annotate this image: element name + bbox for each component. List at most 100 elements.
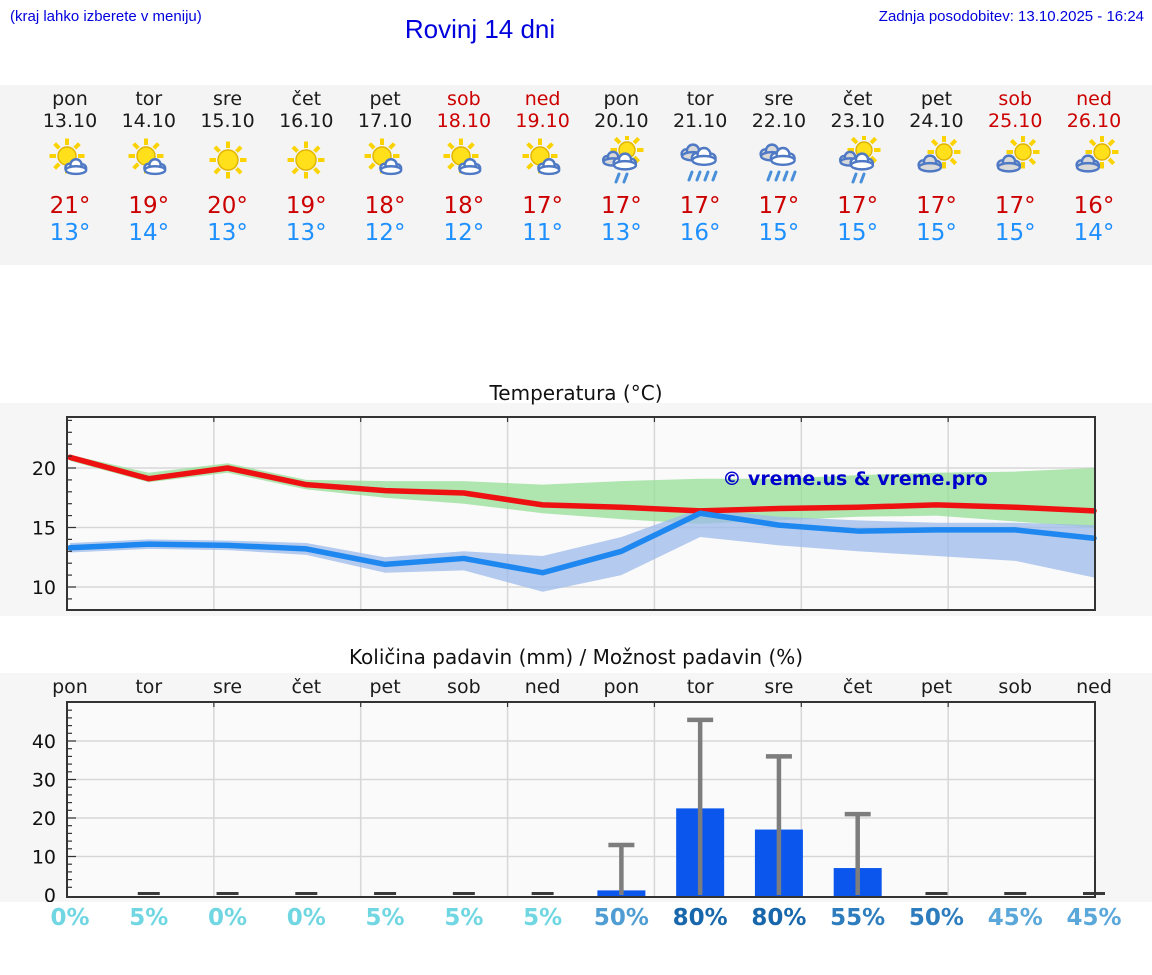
precip-trace-bar <box>531 892 554 895</box>
weekday-label: tor <box>686 88 714 110</box>
forecast-day-column: pon 13.10 21° 13° <box>30 88 110 247</box>
weekday-label: tor <box>135 88 163 110</box>
forecast-day-column: sre 15.10 20° 13° <box>188 88 268 247</box>
low-temp: 14° <box>128 220 170 246</box>
weekday-label: ned <box>1076 88 1112 110</box>
low-temp: 15° <box>837 220 879 246</box>
precip-day-label: ned <box>524 676 561 698</box>
precip-day-label: pet <box>369 676 401 698</box>
high-temp-line <box>67 454 1097 514</box>
weather-icon <box>188 136 268 188</box>
forecast-day-column: ned 26.10 16° 14° <box>1054 88 1134 247</box>
weather-icon <box>660 136 740 188</box>
precip-day-label: ned <box>1076 676 1112 698</box>
date-label: 25.10 <box>988 110 1043 132</box>
precip-trace-bar <box>295 892 318 895</box>
date-label: 16.10 <box>279 110 334 132</box>
high-temp: 21° <box>49 193 91 219</box>
high-temp: 16° <box>1073 193 1115 219</box>
weekday-label: čet <box>291 88 322 110</box>
high-temp: 17° <box>837 193 879 219</box>
precip-probability-label: 45% <box>1066 905 1122 931</box>
date-label: 14.10 <box>121 110 176 132</box>
low-temp: 13° <box>207 220 248 246</box>
date-label: 15.10 <box>200 110 255 132</box>
forecast-day-column: pet 17.10 18° 12° <box>345 88 425 247</box>
forecast-day-column: ned 19.10 17° 11° <box>503 88 583 247</box>
temp-ytick-label: 10 <box>32 577 56 599</box>
precip-probability-label: 45% <box>987 905 1043 931</box>
forecast-day-column: pet 24.10 17° 15° <box>896 88 976 247</box>
sun-icon <box>209 141 247 179</box>
precip-trace-bar <box>1004 892 1027 895</box>
weekday-label: pet <box>920 88 953 110</box>
temp-ytick-label: 20 <box>32 458 56 480</box>
precip-day-label: pon <box>52 676 88 698</box>
low-temp: 12° <box>364 220 406 246</box>
low-temp: 11° <box>522 220 563 246</box>
precip-ytick-label: 40 <box>32 731 56 753</box>
cloud-sun-icon <box>1075 135 1119 173</box>
forecast-day-column: sob 25.10 17° 15° <box>975 88 1055 247</box>
temp-ytick-label: 15 <box>32 518 56 540</box>
high-temp: 20° <box>207 193 248 219</box>
weather-icon <box>424 136 504 188</box>
precip-trace-bar <box>374 892 397 895</box>
precip-probability-label: 5% <box>365 905 405 931</box>
precip-day-label: tor <box>686 676 714 698</box>
precip-probability-label: 5% <box>444 905 484 931</box>
low-temp: 15° <box>916 220 957 246</box>
sun-cloud-right-icon <box>522 138 560 176</box>
weather-icon <box>345 136 425 188</box>
cloud-sun-icon <box>996 135 1040 173</box>
temperature-chart-title: Temperatura (°C) <box>489 381 663 405</box>
high-temp: 19° <box>285 193 327 219</box>
precip-day-label: sre <box>764 676 794 698</box>
weekday-label: sre <box>764 88 794 110</box>
sun-cloud-right-icon <box>128 138 167 176</box>
high-temp: 17° <box>758 193 800 219</box>
sun-cloud-right-icon <box>364 138 403 176</box>
date-label: 23.10 <box>830 110 885 132</box>
forecast-day-column: sob 18.10 18° 12° <box>424 88 504 247</box>
weekday-label: sob <box>447 88 481 110</box>
weather-icon <box>739 136 819 188</box>
precip-chart-title: Količina padavin (mm) / Možnost padavin … <box>348 645 804 669</box>
weekday-label: pon <box>52 88 88 110</box>
weekday-label: sre <box>213 88 243 110</box>
low-temp: 16° <box>679 220 721 246</box>
sun-cloud-right-icon <box>49 138 88 176</box>
precip-probability-label: 5% <box>129 905 169 931</box>
high-temp: 17° <box>600 193 642 219</box>
precip-day-label: pet <box>920 676 953 698</box>
precipitation-chart: 0 10 20 30 40 <box>32 701 1105 902</box>
precip-day-label: sob <box>447 676 481 698</box>
forecast-day-column: pon 20.10 17° 13° <box>581 88 661 247</box>
precip-trace-bar <box>216 892 239 895</box>
weekday-label: pon <box>603 88 640 110</box>
high-temp: 17° <box>522 193 563 219</box>
cloud-sun-icon <box>917 135 961 173</box>
precip-ytick-label: 0 <box>44 885 56 902</box>
forecast-day-column: sre 22.10 17° 15° <box>739 88 819 247</box>
weather-icon <box>896 135 976 188</box>
low-temp: 14° <box>1073 220 1115 246</box>
precip-day-label: sob <box>998 676 1033 698</box>
last-updated: Zadnja posodobitev: 13.10.2025 - 16:24 <box>878 8 1144 25</box>
low-temp: 13° <box>49 220 91 246</box>
precip-day-label: sre <box>213 676 243 698</box>
low-temp: 15° <box>758 220 800 246</box>
precip-trace-bar <box>925 892 948 895</box>
watermark-link[interactable]: © vreme.us & vreme.pro <box>722 468 987 490</box>
precip-day-label: pon <box>603 676 640 698</box>
sun-cloud-right-icon <box>443 138 482 176</box>
precip-trace-bar <box>137 892 160 895</box>
weekday-label: čet <box>842 88 873 110</box>
precip-day-label: tor <box>135 676 163 698</box>
sun-rain-icon <box>838 133 881 184</box>
precip-probability-label: 0% <box>208 905 248 931</box>
date-label: 17.10 <box>357 110 413 132</box>
precip-ytick-label: 20 <box>32 808 56 830</box>
weather-icon <box>109 136 189 188</box>
